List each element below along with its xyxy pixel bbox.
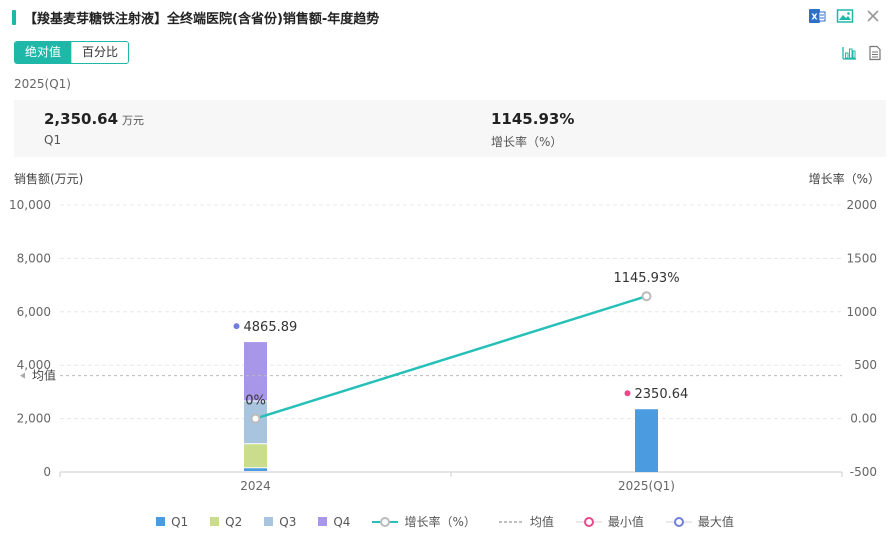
svg-text:X: X (811, 13, 818, 22)
excel-export-icon[interactable]: X (808, 7, 826, 25)
mean-label: 均值 (32, 368, 56, 383)
image-export-icon[interactable] (836, 7, 854, 25)
legend-label: 均值 (529, 515, 554, 529)
max-marker (233, 323, 240, 330)
bar-total-label: 2350.64 (635, 387, 689, 402)
chart-legend: Q1 Q2 Q3 Q4 增长率（%） 均值 最小值 最大值 (0, 513, 890, 530)
y-axis-title: 销售额(万元) (14, 172, 84, 186)
y2-tick-label: 1500 (846, 251, 877, 265)
legend-swatch (575, 516, 602, 527)
legend-swatch (264, 517, 274, 526)
summary-sales-unit: 万元 (122, 114, 145, 127)
growth-label: 1145.93% (613, 271, 679, 286)
legend-label: Q3 (279, 514, 297, 529)
legend-swatch (318, 517, 328, 526)
legend-item-mean[interactable]: 均值 (498, 513, 554, 530)
value-mode-tabs: 绝对值 百分比 (14, 41, 130, 64)
legend-swatch (156, 517, 166, 526)
y-tick-label: 0 (43, 465, 51, 479)
growth-line (255, 295, 647, 420)
y2-axis-title: 增长率（%） (808, 172, 880, 186)
legend-swatch (210, 517, 220, 526)
legend-label: Q4 (333, 514, 351, 529)
y2-tick-label: 500 (854, 358, 877, 372)
x-tick-label: 2025(Q1) (618, 479, 675, 493)
min-marker (624, 390, 631, 397)
y2-tick-label: -500 (850, 465, 877, 479)
legend-swatch (498, 520, 523, 523)
summary-sales: 2,350.64 万元 Q1 (44, 109, 144, 147)
legend-label: 最小值 (607, 515, 644, 529)
y-tick-label: 10,000 (9, 198, 51, 212)
top-toolbar: X (808, 7, 882, 25)
y2-tick-label: 1000 (846, 305, 877, 319)
x-tick-label: 2024 (240, 479, 271, 493)
y-tick-label: 2,000 (17, 412, 51, 426)
legend-swatch (665, 516, 692, 527)
legend-item-q1[interactable]: Q1 (156, 513, 188, 530)
growth-point (641, 291, 652, 302)
mean-marker (20, 372, 25, 379)
y-tick-label: 6,000 (17, 305, 51, 319)
legend-label: Q2 (225, 514, 243, 529)
summary-sales-value: 2,350.64 (44, 110, 119, 128)
bar-q2 (244, 444, 267, 468)
summary-sales-label: Q1 (44, 133, 62, 147)
summary-growth: 1145.93% 增长率（%） (491, 109, 574, 150)
bar-total-label: 4865.89 (244, 320, 298, 335)
legend-label: 最大值 (697, 515, 734, 529)
title-accent-bar (12, 9, 16, 25)
y2-tick-label: 0.00 (850, 412, 877, 426)
table-view-icon[interactable] (866, 44, 884, 62)
legend-item-line[interactable]: 增长率（%） (372, 513, 476, 530)
summary-growth-value: 1145.93% (491, 110, 575, 128)
legend-item-q4[interactable]: Q4 (318, 513, 350, 530)
legend-label: Q1 (171, 514, 189, 529)
bar-q1 (635, 409, 658, 472)
y-tick-label: 4,000 (17, 358, 51, 372)
tab-absolute[interactable]: 绝对值 (15, 42, 72, 63)
view-switcher (840, 44, 884, 62)
y2-tick-label: 2000 (846, 198, 877, 212)
legend-label: 增长率（%） (404, 515, 476, 529)
legend-swatch (372, 516, 399, 527)
period-label: 2025(Q1) (14, 77, 71, 91)
legend-item-min[interactable]: 最小值 (575, 513, 644, 530)
y-tick-label: 8,000 (17, 251, 51, 265)
growth-point (250, 413, 261, 424)
summary-growth-label: 增长率（%） (491, 135, 563, 149)
close-icon[interactable] (864, 7, 882, 25)
legend-item-max[interactable]: 最大值 (665, 513, 734, 530)
chart-header: 【羧基麦芽糖铁注射液】全终端医院(含省份)销售额-年度趋势 (12, 8, 380, 27)
bar-q4 (244, 342, 267, 401)
tab-percentage[interactable]: 百分比 (71, 42, 129, 63)
bar-q1 (244, 468, 267, 471)
growth-label: 0% (245, 394, 266, 409)
legend-item-q2[interactable]: Q2 (210, 513, 242, 530)
page-title: 【羧基麦芽糖铁注射液】全终端医院(含省份)销售额-年度趋势 (24, 11, 380, 27)
legend-item-q3[interactable]: Q3 (264, 513, 296, 530)
bar-chart-icon[interactable] (840, 44, 858, 62)
summary-panel: 2,350.64 万元 Q1 1145.93% 增长率（%） (14, 100, 886, 157)
